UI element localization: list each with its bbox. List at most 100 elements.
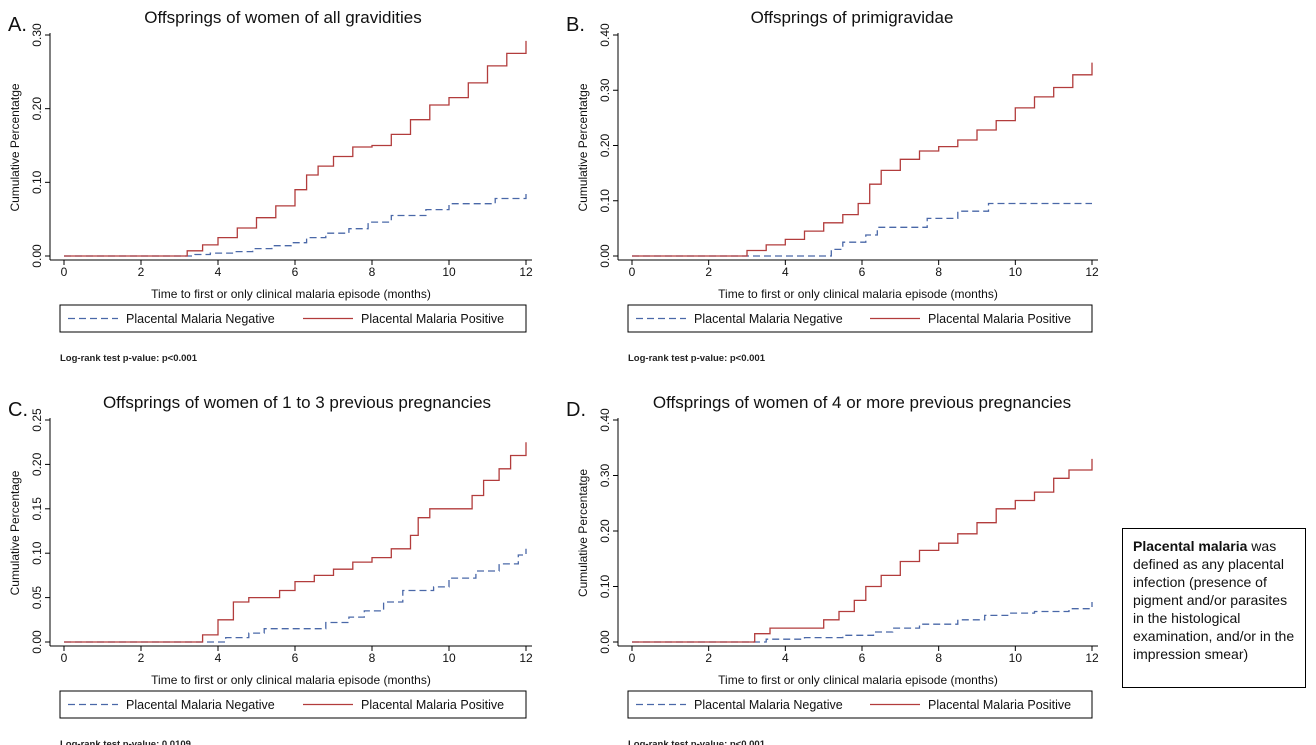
series-line-negative <box>632 602 1093 643</box>
y-tick-label: 0.05 <box>30 586 44 610</box>
legend-label: Placental Malaria Positive <box>928 698 1071 712</box>
series-line-negative <box>64 191 527 257</box>
x-tick-label: 4 <box>215 651 222 665</box>
legend-label: Placental Malaria Negative <box>694 698 843 712</box>
y-axis-title: Cumulative Percentage <box>8 470 22 595</box>
x-tick-label: 12 <box>1085 651 1099 665</box>
x-tick-label: 4 <box>782 265 789 279</box>
y-tick-label: 0.20 <box>30 452 44 476</box>
legend-label: Placental Malaria Negative <box>126 312 275 326</box>
x-tick-label: 4 <box>782 651 789 665</box>
x-tick-label: 2 <box>138 651 145 665</box>
y-axis-title: Cumulative Percentatge <box>8 83 22 211</box>
x-tick-label: 10 <box>1009 265 1023 279</box>
definition-text: was defined as any placental infection (… <box>1133 538 1295 662</box>
panel-letter: A. <box>8 14 27 36</box>
legend-box <box>59 690 527 719</box>
log-rank-footnote: Log-rank test p-value: p<0.001 <box>60 353 198 364</box>
chart-panel-c: C. Offsprings of women of 1 to 3 previous… <box>8 393 533 745</box>
x-tick-label: 12 <box>519 651 533 665</box>
x-tick-label: 0 <box>629 265 636 279</box>
x-tick-label: 0 <box>629 651 636 665</box>
legend-label: Placental Malaria Negative <box>694 312 843 326</box>
x-tick-label: 6 <box>859 651 866 665</box>
x-tick-label: 8 <box>935 651 942 665</box>
x-tick-label: 6 <box>859 265 866 279</box>
chart-title: Offsprings of women of 4 or more previou… <box>653 393 1071 412</box>
x-tick-label: 2 <box>705 651 712 665</box>
legend-box <box>627 304 1093 333</box>
y-tick-label: 0.00 <box>30 630 44 654</box>
x-axis-title: Time to first or only clinical malaria e… <box>151 287 431 301</box>
x-tick-label: 8 <box>935 265 942 279</box>
y-tick-label: 0.20 <box>598 133 612 157</box>
y-tick-label: 0.40 <box>598 408 612 432</box>
x-tick-label: 10 <box>442 265 456 279</box>
y-axis-title: Cumulative Percentatge <box>576 83 590 211</box>
series-line-positive <box>632 62 1093 257</box>
legend-label: Placental Malaria Positive <box>361 698 504 712</box>
x-axis-title: Time to first or only clinical malaria e… <box>151 673 431 687</box>
x-tick-label: 12 <box>1085 265 1099 279</box>
y-tick-label: 0.40 <box>598 23 612 47</box>
panel-letter: D. <box>566 399 586 421</box>
log-rank-footnote: Log-rank test p-value: p<0.001 <box>628 739 766 745</box>
chart-title: Offsprings of women of 1 to 3 previous p… <box>103 393 491 412</box>
x-tick-label: 2 <box>138 265 145 279</box>
panel-letter: C. <box>8 399 28 421</box>
x-tick-label: 8 <box>369 651 376 665</box>
log-rank-footnote: Log-rank test p-value: p<0.001 <box>628 353 766 364</box>
legend-box <box>627 690 1093 719</box>
chart-panel-b: B. Offsprings of primigravidae 0.00 0.10 0.2… <box>566 8 1099 364</box>
y-tick-label: 0.10 <box>598 189 612 213</box>
y-tick-label: 0.20 <box>598 519 612 543</box>
definition-term: Placental malaria <box>1133 538 1248 554</box>
legend-label: Placental Malaria Positive <box>928 312 1071 326</box>
panel-letter: B. <box>566 14 585 36</box>
x-tick-label: 6 <box>292 265 299 279</box>
x-tick-label: 6 <box>292 651 299 665</box>
chart-legend: Placental Malaria Negative Placental Mala… <box>627 304 1093 333</box>
legend-label: Placental Malaria Positive <box>361 312 504 326</box>
y-tick-label: 0.00 <box>598 630 612 654</box>
y-tick-label: 0.30 <box>598 463 612 487</box>
y-tick-label: 0.00 <box>30 244 44 268</box>
y-tick-label: 0.30 <box>30 23 44 47</box>
y-tick-label: 0.10 <box>30 170 44 194</box>
legend-label: Placental Malaria Negative <box>126 698 275 712</box>
y-tick-label: 0.30 <box>598 78 612 102</box>
definition-note: Placental malaria was defined as any pla… <box>1122 528 1306 688</box>
x-axis-title: Time to first or only clinical malaria e… <box>718 287 998 301</box>
x-axis-title: Time to first or only clinical malaria e… <box>718 673 998 687</box>
legend-box <box>59 304 527 333</box>
x-tick-label: 10 <box>1009 651 1023 665</box>
series-line-positive <box>64 40 527 257</box>
log-rank-footnote: Log-rank test p-value: 0.0109 <box>60 739 191 745</box>
y-tick-label: 0.10 <box>598 574 612 598</box>
series-line-positive <box>64 442 527 643</box>
x-tick-label: 12 <box>519 265 533 279</box>
chart-panel-a: A. Offsprings of women of all gravidities… <box>8 8 533 364</box>
series-line-negative <box>632 202 1092 257</box>
y-tick-label: 0.10 <box>30 541 44 565</box>
y-tick-label: 0.15 <box>30 497 44 521</box>
x-tick-label: 0 <box>61 651 68 665</box>
chart-panel-d: D. Offsprings of women of 4 or more previ… <box>566 393 1099 745</box>
chart-legend: Placental Malaria Negative Placental Mala… <box>59 304 527 333</box>
x-tick-label: 4 <box>215 265 222 279</box>
x-tick-label: 10 <box>442 651 456 665</box>
chart-legend: Placental Malaria Negative Placental Mala… <box>627 690 1093 719</box>
x-tick-label: 2 <box>705 265 712 279</box>
x-tick-label: 8 <box>369 265 376 279</box>
chart-legend: Placental Malaria Negative Placental Mala… <box>59 690 527 719</box>
chart-title: Offsprings of primigravidae <box>751 8 954 27</box>
y-axis-title: Cumulative Percentatge <box>576 469 590 597</box>
series-line-negative <box>64 548 527 643</box>
series-line-positive <box>632 458 1093 643</box>
y-tick-label: 0.00 <box>598 244 612 268</box>
chart-title: Offsprings of women of all gravidities <box>144 8 421 27</box>
y-tick-label: 0.20 <box>30 97 44 121</box>
x-tick-label: 0 <box>61 265 68 279</box>
y-tick-label: 0.25 <box>30 408 44 432</box>
